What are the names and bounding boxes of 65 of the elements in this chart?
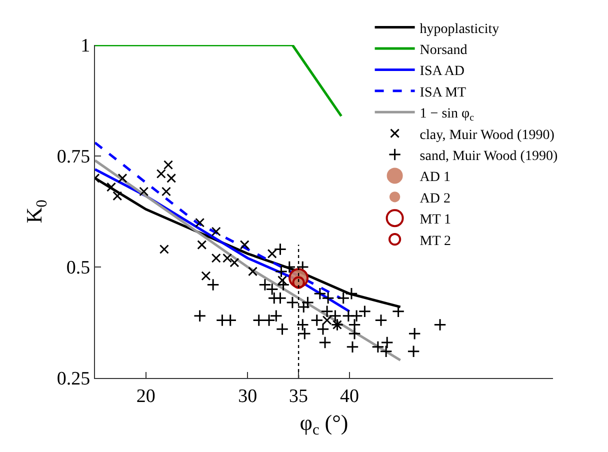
point — [296, 318, 309, 332]
point — [262, 314, 276, 327]
point — [211, 226, 221, 236]
y-tick-label: 0.5 — [66, 258, 90, 279]
point — [434, 318, 446, 332]
point — [374, 314, 388, 327]
point — [139, 186, 149, 196]
point — [358, 305, 372, 318]
point — [201, 271, 211, 281]
x-axis-title: φ$_{c}$ (°) — [300, 410, 348, 438]
legend-label: AD 2 — [420, 191, 451, 206]
legend-label: sand, Muir Wood (1990) — [420, 148, 558, 164]
legend-label: ISA MT — [420, 85, 467, 100]
point — [161, 186, 171, 196]
point — [346, 340, 359, 354]
point — [276, 322, 289, 336]
point — [348, 327, 361, 340]
point — [195, 218, 205, 228]
point — [240, 240, 250, 250]
x-tick-label: 20 — [136, 386, 156, 407]
point — [286, 296, 299, 309]
point — [283, 260, 296, 274]
legend-label: MT 1 — [420, 212, 452, 228]
y-tick-label: 1 — [80, 36, 90, 57]
point — [197, 240, 207, 250]
point — [159, 244, 169, 254]
point — [297, 300, 310, 314]
point — [206, 278, 220, 292]
point — [230, 258, 240, 268]
legend-label: clay, Muir Wood (1990) — [420, 128, 555, 143]
x-tick-label: 35 — [289, 386, 308, 407]
point — [156, 169, 166, 179]
point — [407, 345, 420, 358]
point — [193, 309, 206, 322]
point — [298, 327, 312, 340]
point — [274, 242, 287, 256]
legend-label: MT 2 — [420, 234, 452, 249]
point — [345, 287, 358, 300]
point — [118, 173, 128, 183]
point — [164, 160, 174, 170]
point — [274, 265, 288, 278]
legend-label: Norsand — [420, 42, 468, 58]
point — [276, 278, 290, 292]
point — [336, 292, 350, 304]
point — [380, 336, 394, 349]
point — [270, 309, 283, 322]
point — [267, 248, 277, 258]
legend-label: AD 1 — [420, 170, 451, 186]
point — [301, 296, 314, 309]
x-tick-label: 30 — [238, 386, 258, 407]
legend-label: ISA AD — [420, 64, 465, 80]
legend-label: 1 − sin φ$_{c}$ — [420, 106, 475, 124]
point — [166, 173, 176, 183]
point — [112, 191, 122, 201]
legend-label: hypoplasticity — [420, 22, 500, 37]
point — [350, 309, 363, 322]
point — [248, 266, 258, 276]
x-tick-label: 40 — [340, 386, 359, 407]
point — [252, 314, 266, 327]
y-tick-label: 0.25 — [56, 368, 90, 390]
point — [318, 336, 332, 349]
point — [408, 327, 421, 340]
y-tick-label: 0.75 — [56, 146, 90, 168]
point — [106, 182, 116, 192]
point — [274, 292, 287, 304]
